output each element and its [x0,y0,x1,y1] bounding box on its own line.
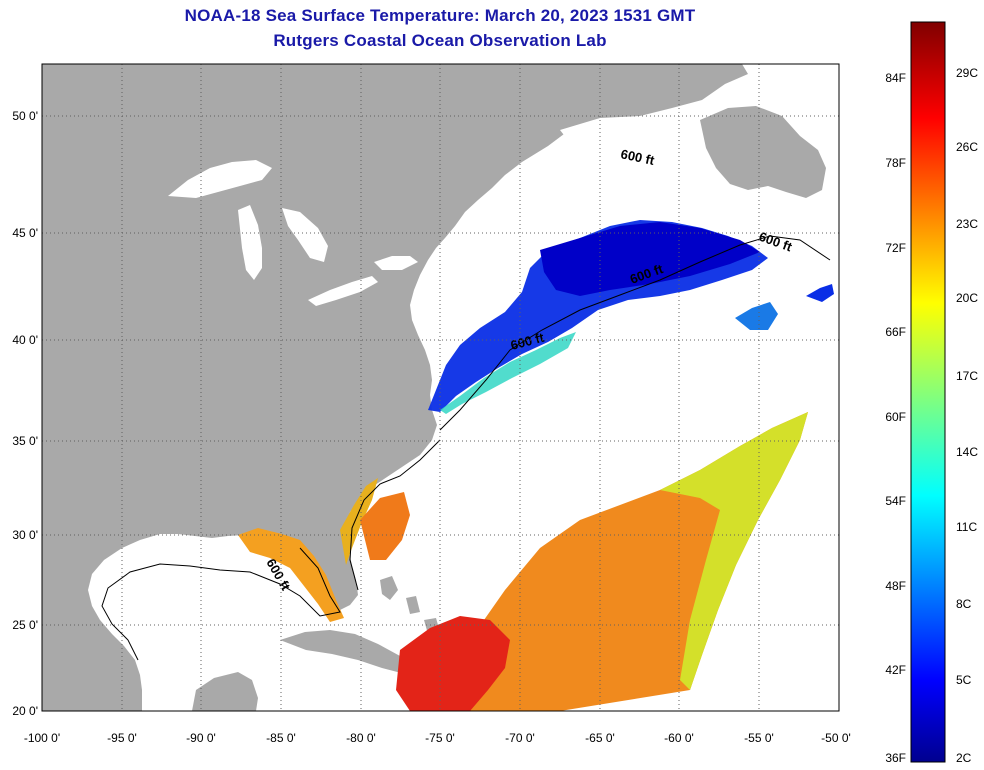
sst-ne-patch [806,284,834,302]
lat-tick-label: 35 0' [12,434,38,448]
lat-tick-label: 50 0' [12,109,38,123]
gulf-of-st-lawrence [560,112,716,212]
lon-tick-label: -80 0' [346,731,376,745]
colorbar-c-label: 2C [956,751,972,765]
colorbar-c-label: 17C [956,369,978,383]
sst-caribbean-warm [396,616,510,711]
bahamas-islands [380,576,440,634]
latitude-labels: 50 0' 45 0' 40 0' 35 0' 30 0' 25 0' 20 0… [12,109,38,718]
colorbar-f-label: 72F [885,241,906,255]
isobath-gulf [101,547,341,661]
colorbar-c-label: 14C [956,445,978,459]
sst-swath-cool-edge [660,412,808,690]
lat-tick-label: 30 0' [12,528,38,542]
map-frame [41,63,840,712]
lake-erie [308,276,378,306]
colorbar-c-label: 11C [956,520,977,534]
lon-tick-label: -95 0' [107,731,137,745]
isobath-atlantic [439,235,831,431]
lon-tick-label: -60 0' [664,731,694,745]
colorbar-f-label: 42F [885,663,906,677]
map-subtitle: Rutgers Coastal Ocean Observation Lab [273,31,607,50]
lon-tick-label: -70 0' [505,731,535,745]
contour-label: 600 ft [619,146,656,168]
sst-florida-east [360,492,410,560]
lon-tick-label: -90 0' [186,731,216,745]
north-america-land [42,64,748,711]
isobath-contours [101,235,831,661]
newfoundland-land [700,106,826,198]
colorbar-c-label: 26C [956,140,978,154]
lon-tick-label: -100 0' [24,731,60,745]
lake-michigan [238,205,262,280]
colorbar-celsius-labels: 29C 26C 23C 20C 17C 14C 11C 8C 5C 2C [956,66,978,765]
lon-tick-label: -55 0' [744,731,774,745]
sst-gulf-coast [238,528,344,622]
sst-nova-scotia-patch [735,302,778,330]
lat-tick-label: 20 0' [12,704,38,718]
map-title: NOAA-18 Sea Surface Temperature: March 2… [184,6,696,25]
lake-ontario [374,256,418,270]
sst-georgia-coast [340,478,378,565]
colorbar-c-label: 8C [956,597,972,611]
colorbar-f-label: 60F [885,410,906,424]
colorbar-f-label: 36F [885,751,906,765]
cuba-land [280,630,418,674]
lon-tick-label: -85 0' [266,731,296,745]
colorbar-c-label: 23C [956,217,978,231]
colorbar [910,21,946,763]
colorbar-f-label: 54F [885,494,906,508]
lat-tick-label: 25 0' [12,618,38,632]
colorbar-f-label: 84F [885,71,906,85]
isobath-southeast [349,439,441,591]
lat-tick-label: 40 0' [12,333,38,347]
longitude-labels: -100 0' -95 0' -90 0' -85 0' -80 0' -75 … [24,731,851,745]
lake-superior [168,160,272,198]
colorbar-f-label: 48F [885,579,906,593]
lon-tick-label: -65 0' [585,731,615,745]
colorbar-c-label: 20C [956,291,978,305]
colorbar-f-label: 66F [885,325,906,339]
lon-tick-label: -50 0' [821,731,851,745]
lat-tick-label: 45 0' [12,226,38,240]
yucatan-land [192,672,258,711]
colorbar-c-label: 29C [956,66,978,80]
graticule [42,64,839,711]
lon-tick-label: -75 0' [425,731,455,745]
lake-huron [282,208,328,262]
colorbar-f-label: 78F [885,156,906,170]
colorbar-fahrenheit-labels: 84F 78F 72F 66F 60F 54F 48F 42F 36F [885,71,906,765]
colorbar-c-label: 5C [956,673,972,687]
sst-gulf-of-maine [540,222,760,296]
